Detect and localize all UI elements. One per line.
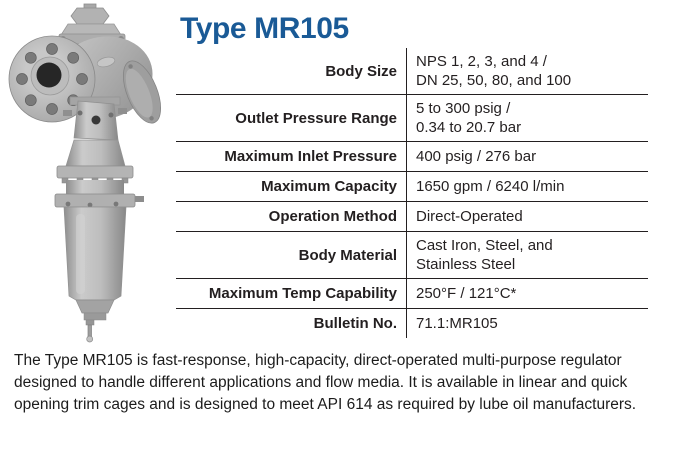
spec-row-outlet-pressure-range: Outlet Pressure Range 5 to 300 psig / 0.… bbox=[176, 94, 648, 141]
spec-value: Direct-Operated bbox=[406, 202, 648, 231]
spec-row-max-inlet-pressure: Maximum Inlet Pressure 400 psig / 276 ba… bbox=[176, 141, 648, 171]
spec-value: Cast Iron, Steel, and Stainless Steel bbox=[406, 232, 648, 278]
spec-label: Body Size bbox=[325, 62, 397, 80]
product-description: The Type MR105 is fast-response, high-ca… bbox=[14, 352, 637, 413]
spec-row-bulletin-no: Bulletin No. 71.1:MR105 bbox=[176, 308, 648, 338]
spec-label: Body Material bbox=[298, 246, 397, 264]
spec-row-max-capacity: Maximum Capacity 1650 gpm / 6240 l/min bbox=[176, 171, 648, 201]
spec-table: Body Size NPS 1, 2, 3, and 4 / DN 25, 50… bbox=[176, 48, 648, 338]
spec-label: Outlet Pressure Range bbox=[235, 109, 397, 127]
spec-value: 5 to 300 psig / 0.34 to 20.7 bar bbox=[406, 95, 648, 141]
spec-value: 400 psig / 276 bar bbox=[406, 142, 648, 171]
spec-row-body-material: Body Material Cast Iron, Steel, and Stai… bbox=[176, 231, 648, 278]
spec-row-body-size: Body Size NPS 1, 2, 3, and 4 / DN 25, 50… bbox=[176, 48, 648, 94]
spec-label: Maximum Inlet Pressure bbox=[224, 148, 397, 165]
spec-label: Operation Method bbox=[268, 208, 397, 225]
spec-label: Maximum Temp Capability bbox=[208, 285, 397, 302]
spec-value: 250°F / 121°C* bbox=[406, 279, 648, 308]
spec-row-operation-method: Operation Method Direct-Operated bbox=[176, 201, 648, 231]
spec-label: Maximum Capacity bbox=[261, 178, 397, 195]
product-photo-valve bbox=[0, 0, 180, 360]
page-title: Type MR105 bbox=[180, 12, 349, 45]
spec-label: Bulletin No. bbox=[313, 315, 397, 332]
spec-value: NPS 1, 2, 3, and 4 / DN 25, 50, 80, and … bbox=[406, 48, 648, 94]
spec-row-max-temp-capability: Maximum Temp Capability 250°F / 121°C* bbox=[176, 278, 648, 308]
spec-value: 71.1:MR105 bbox=[406, 309, 648, 338]
spec-value: 1650 gpm / 6240 l/min bbox=[406, 172, 648, 201]
valve-image bbox=[8, 3, 162, 343]
